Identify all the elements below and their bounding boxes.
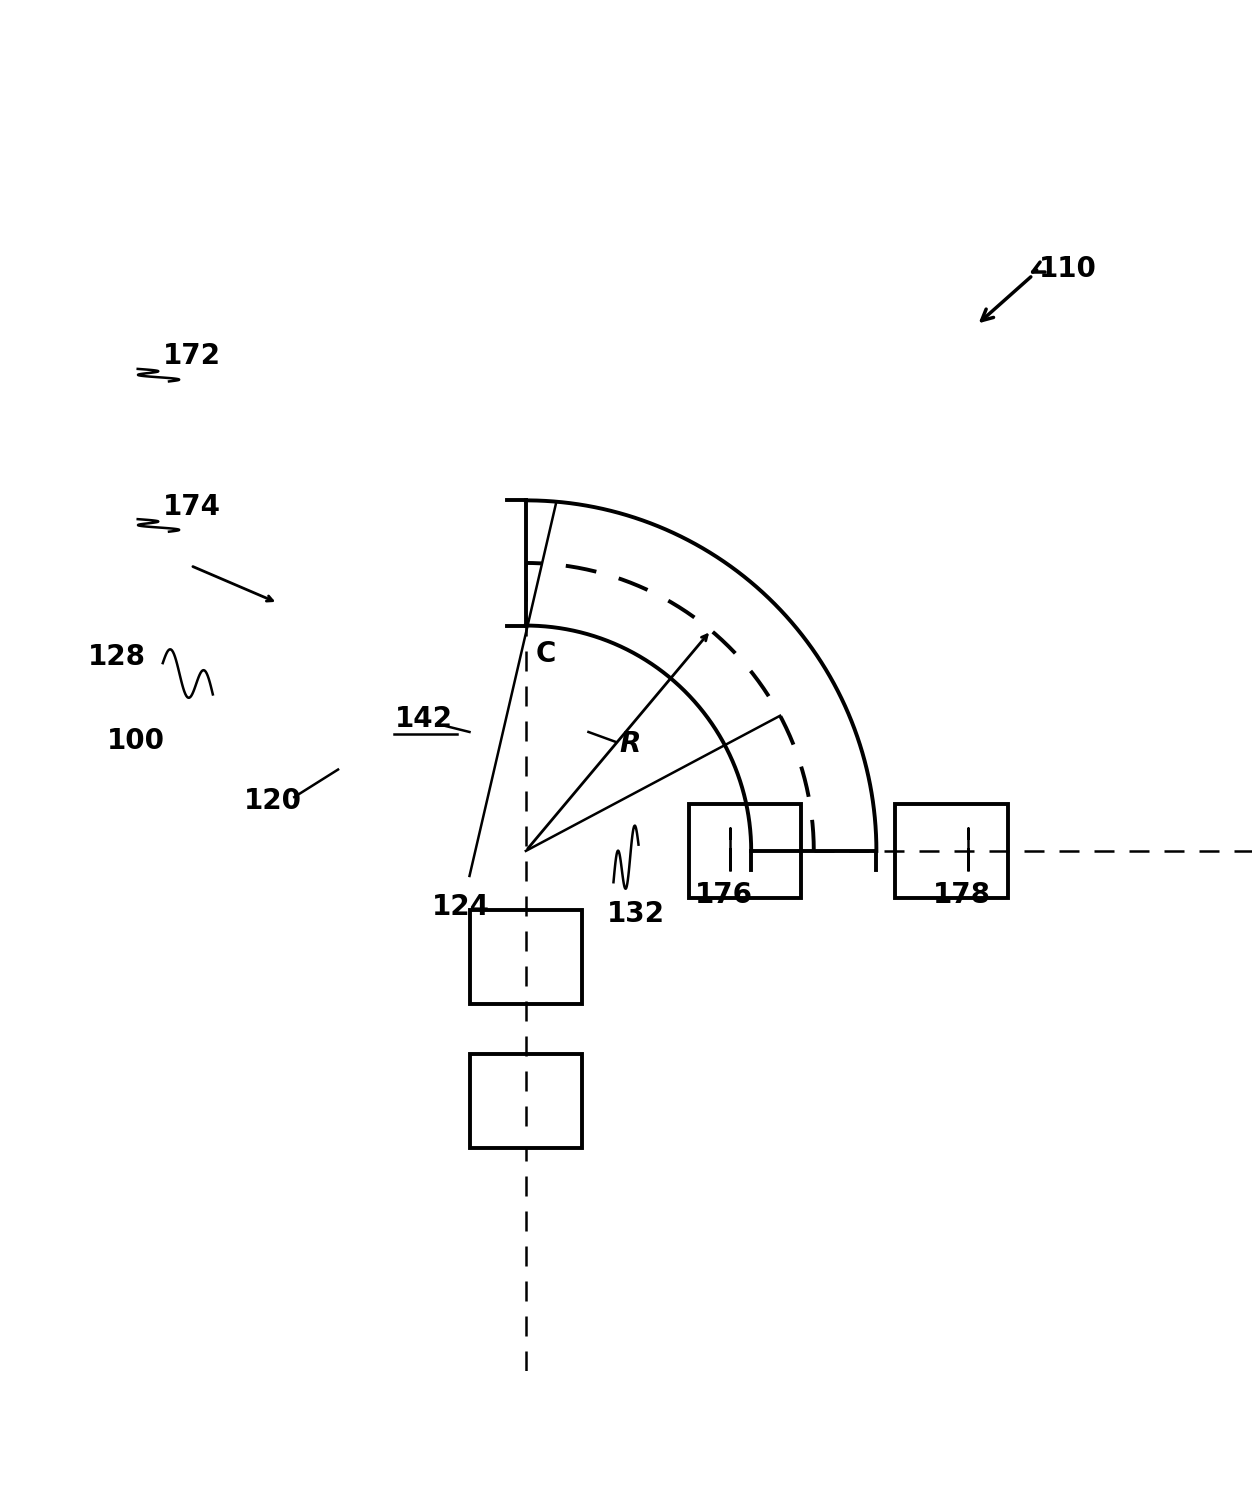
Text: R: R: [620, 731, 641, 758]
Text: 128: 128: [88, 643, 145, 672]
Text: 132: 132: [607, 899, 665, 928]
Text: 120: 120: [244, 786, 302, 814]
Text: 178: 178: [933, 880, 990, 908]
Bar: [470, 910, 582, 1004]
Bar: [470, 1054, 582, 1148]
Bar: [895, 804, 1008, 898]
Text: 176: 176: [695, 880, 752, 908]
Text: 110: 110: [1039, 255, 1097, 283]
Bar: [689, 804, 801, 898]
Text: 142: 142: [394, 706, 452, 734]
Text: 124: 124: [432, 893, 490, 922]
Text: 100: 100: [106, 727, 164, 755]
Text: 172: 172: [163, 342, 220, 371]
Text: C: C: [536, 640, 556, 669]
Text: 174: 174: [163, 493, 220, 521]
